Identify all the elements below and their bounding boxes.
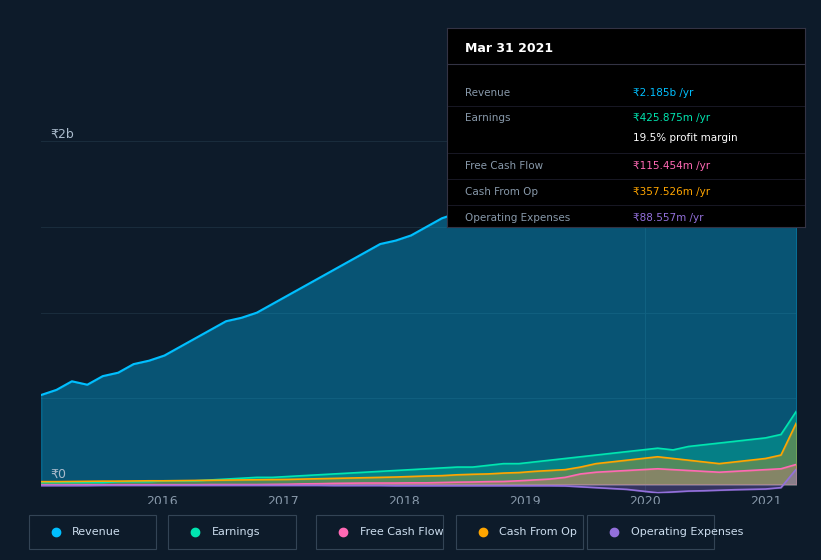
Text: ₹357.526m /yr: ₹357.526m /yr [633, 187, 710, 197]
Text: ₹0: ₹0 [51, 468, 67, 481]
Text: ₹2.185b /yr: ₹2.185b /yr [633, 87, 694, 97]
Text: Free Cash Flow: Free Cash Flow [466, 161, 544, 171]
Text: Revenue: Revenue [466, 87, 511, 97]
Text: 2016: 2016 [146, 495, 177, 508]
Text: Operating Expenses: Operating Expenses [466, 213, 571, 223]
Text: Earnings: Earnings [212, 527, 260, 537]
Text: 2021: 2021 [750, 495, 782, 508]
Text: Cash From Op: Cash From Op [466, 187, 539, 197]
Text: ₹2b: ₹2b [51, 128, 75, 141]
Text: Cash From Op: Cash From Op [499, 527, 577, 537]
Text: 2017: 2017 [267, 495, 299, 508]
Text: Operating Expenses: Operating Expenses [631, 527, 743, 537]
Text: Revenue: Revenue [72, 527, 121, 537]
Text: 2020: 2020 [630, 495, 661, 508]
Text: Free Cash Flow: Free Cash Flow [360, 527, 443, 537]
Text: Earnings: Earnings [466, 114, 511, 124]
Text: Mar 31 2021: Mar 31 2021 [466, 42, 553, 55]
Text: ₹425.875m /yr: ₹425.875m /yr [633, 114, 710, 124]
Text: 2019: 2019 [509, 495, 540, 508]
Text: ₹115.454m /yr: ₹115.454m /yr [633, 161, 710, 171]
Text: ₹88.557m /yr: ₹88.557m /yr [633, 213, 704, 223]
Text: 19.5% profit margin: 19.5% profit margin [633, 133, 738, 143]
Text: 2018: 2018 [388, 495, 420, 508]
